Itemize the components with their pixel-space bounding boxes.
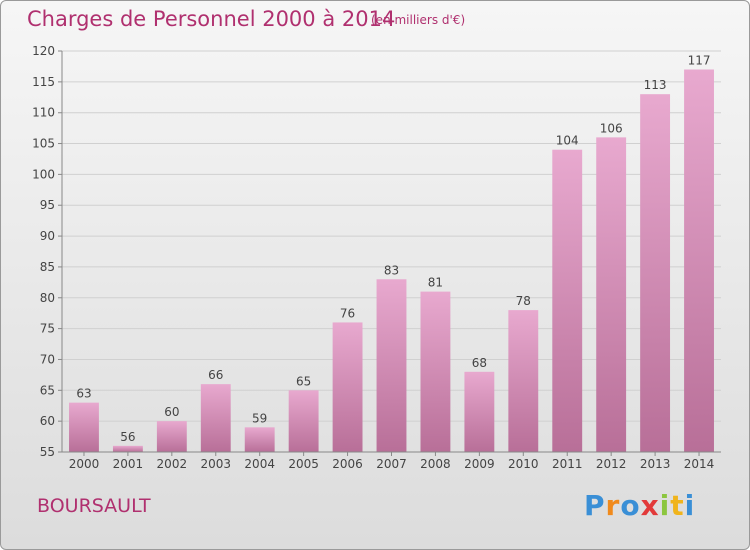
bar-2011	[552, 149, 583, 452]
axes: 55 60 65 70 75 80 85 90 95 100 105 110 115 120 2000 200…	[32, 44, 721, 471]
value-label-2014: 117	[688, 54, 711, 68]
x-tick-label-2011: 2011	[552, 457, 583, 471]
value-label-2011: 104	[556, 134, 579, 148]
value-label-2000: 63	[76, 387, 91, 401]
x-tick-label-2000: 2000	[69, 457, 100, 471]
bar-2003	[200, 384, 231, 452]
value-label-2001: 56	[120, 430, 135, 444]
bar-2008	[420, 291, 451, 452]
y-tick-label: 110	[32, 106, 55, 120]
value-label-2004: 59	[252, 411, 267, 425]
y-tick-label: 65	[40, 383, 55, 397]
y-tick-label: 120	[32, 44, 55, 58]
bar-2007	[376, 279, 407, 452]
y-tick-label: 90	[40, 229, 55, 243]
bar-2004	[244, 427, 275, 452]
x-tick-label-2003: 2003	[200, 457, 231, 471]
x-tick-label-2002: 2002	[157, 457, 188, 471]
y-tick-label: 85	[40, 260, 55, 274]
data-labels: 63 56 60 66 59 65 76 83 81 68 78 104 106 113 117	[76, 54, 710, 444]
x-tick-label-2012: 2012	[596, 457, 627, 471]
bar-2000	[69, 402, 99, 452]
y-tick-label: 55	[40, 445, 55, 459]
x-tick-label-2013: 2013	[640, 457, 671, 471]
bar-2009	[464, 371, 495, 452]
x-tick-label-2004: 2004	[244, 457, 275, 471]
unit-note: (en milliers d'€)	[371, 13, 466, 27]
x-tick-label-2009: 2009	[464, 457, 495, 471]
x-tick-label-2007: 2007	[376, 457, 407, 471]
value-label-2007: 83	[384, 263, 399, 277]
bar-2001	[112, 445, 143, 452]
value-label-2002: 60	[164, 405, 179, 419]
bar-2006	[332, 322, 363, 452]
location-label: BOURSAULT	[37, 495, 151, 517]
chart-title: Charges de Personnel 2000 à 2014	[27, 7, 396, 31]
value-label-2005: 65	[296, 374, 311, 388]
value-label-2009: 68	[472, 356, 487, 370]
bar-2014	[684, 69, 714, 452]
x-tick-label-2010: 2010	[508, 457, 539, 471]
value-label-2008: 81	[428, 276, 443, 290]
y-tick-label: 100	[32, 167, 55, 181]
y-tick-label: 115	[32, 75, 55, 89]
x-tick-label-2006: 2006	[332, 457, 363, 471]
value-label-2012: 106	[600, 121, 623, 135]
value-label-2013: 113	[644, 78, 667, 92]
value-label-2006: 76	[340, 306, 355, 320]
proxiti-logo: Proxiti	[584, 489, 696, 522]
bars	[69, 69, 714, 452]
bar-2010	[508, 310, 539, 452]
x-tick-label-2014: 2014	[684, 457, 715, 471]
y-tick-label: 70	[40, 352, 55, 366]
value-label-2010: 78	[516, 294, 531, 308]
bar-2013	[640, 94, 671, 452]
x-tick-label-2001: 2001	[113, 457, 144, 471]
y-tick-label: 105	[32, 137, 55, 151]
y-tick-label: 80	[40, 291, 55, 305]
y-tick-label: 60	[40, 414, 55, 428]
bar-2005	[288, 390, 319, 452]
x-tick-label-2008: 2008	[420, 457, 451, 471]
value-label-2003: 66	[208, 368, 223, 382]
bar-2002	[156, 421, 187, 452]
y-tick-label: 75	[40, 322, 55, 336]
x-tick-label-2005: 2005	[288, 457, 319, 471]
y-tick-label: 95	[40, 198, 55, 212]
bar-2012	[596, 137, 627, 452]
